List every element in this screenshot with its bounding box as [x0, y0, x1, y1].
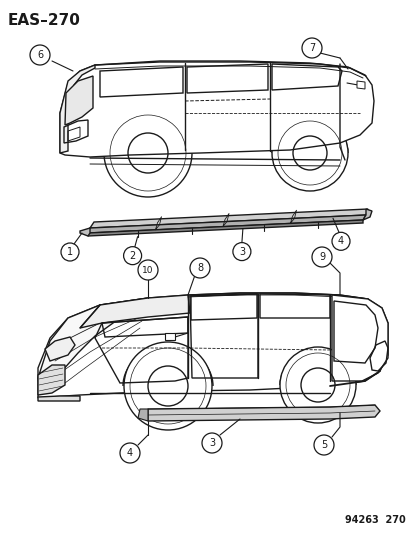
Circle shape	[233, 243, 250, 261]
Polygon shape	[331, 295, 387, 381]
Circle shape	[202, 433, 221, 453]
Polygon shape	[165, 333, 175, 340]
Circle shape	[271, 115, 347, 191]
Polygon shape	[38, 365, 65, 395]
Text: 94263  270: 94263 270	[344, 515, 405, 525]
Circle shape	[120, 443, 140, 463]
Polygon shape	[38, 396, 80, 401]
Circle shape	[311, 247, 331, 267]
Text: 10: 10	[142, 265, 153, 274]
Circle shape	[331, 232, 349, 251]
Circle shape	[123, 247, 141, 265]
Polygon shape	[65, 76, 93, 125]
Circle shape	[301, 38, 321, 58]
Text: 4: 4	[337, 236, 343, 246]
Text: 6: 6	[37, 50, 43, 60]
Polygon shape	[356, 81, 364, 89]
Polygon shape	[88, 220, 362, 236]
Text: 4: 4	[127, 448, 133, 458]
Text: 5: 5	[320, 440, 326, 450]
Polygon shape	[38, 298, 147, 390]
Polygon shape	[88, 215, 365, 233]
Polygon shape	[138, 409, 147, 421]
Text: 8: 8	[197, 263, 202, 273]
Polygon shape	[60, 65, 95, 153]
Text: 1: 1	[67, 247, 73, 257]
Polygon shape	[60, 61, 373, 157]
Polygon shape	[147, 405, 379, 421]
Polygon shape	[45, 337, 75, 361]
Circle shape	[124, 342, 211, 430]
Text: 2: 2	[129, 251, 135, 261]
Circle shape	[279, 347, 355, 423]
Circle shape	[190, 258, 209, 278]
Polygon shape	[38, 293, 387, 398]
Polygon shape	[362, 209, 371, 220]
Circle shape	[30, 45, 50, 65]
Polygon shape	[80, 295, 190, 328]
Text: 3: 3	[238, 247, 244, 256]
Text: EAS–270: EAS–270	[8, 13, 81, 28]
Circle shape	[313, 435, 333, 455]
Text: 9: 9	[318, 252, 324, 262]
Text: 7: 7	[308, 43, 314, 53]
Circle shape	[104, 109, 192, 197]
Polygon shape	[80, 228, 90, 236]
Text: 3: 3	[209, 438, 214, 448]
Circle shape	[61, 243, 79, 261]
Circle shape	[138, 260, 158, 280]
Polygon shape	[90, 209, 367, 228]
